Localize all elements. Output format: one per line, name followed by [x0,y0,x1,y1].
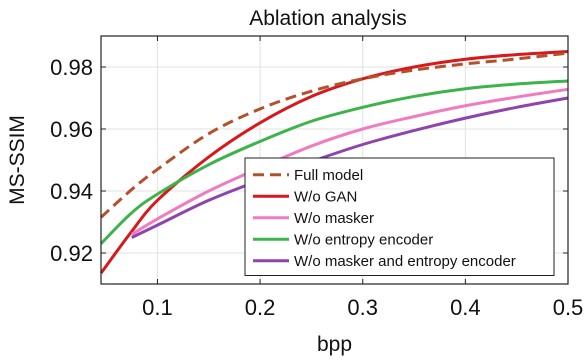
plot-frame [100,35,569,285]
y-tick-label: 0.92 [50,241,93,266]
chart-title: Ablation analysis [249,7,407,30]
y-axis-label: MS-SSIM [6,115,29,205]
legend-box [244,157,555,276]
x-tick-label: 0.1 [142,295,173,320]
x-axis-label: bpp [317,333,352,356]
legend-label-w-o-entropy-encoder: W/o entropy encoder [294,231,433,248]
x-tick-label: 0.2 [245,295,276,320]
legend-label-w-o-masker: W/o masker [294,210,374,227]
x-tick-label: 0.4 [450,295,481,320]
series-line-full-model [99,51,569,219]
series-line-w-o-entropy-encoder [99,79,569,245]
legend: Full model W/o GAN W/o masker W/o entropy e… [244,157,555,276]
legend-label-w-o-gan: W/o GAN [294,188,357,205]
series-lines [99,50,569,275]
series-line-w-o-gan [99,50,569,275]
x-tick-label: 0.5 [553,295,584,320]
x-tick-label: 0.3 [347,295,378,320]
series-line-w-o-masker-and-entropy-encoder [131,96,569,239]
y-tick-label: 0.98 [50,55,93,80]
y-tick-label: 0.96 [50,117,93,142]
y-tick-label: 0.94 [50,179,93,204]
legend-label-full-model: Full model [294,167,363,184]
axis-ticks: 0.1 0.2 0.3 0.4 0.5 0.92 0.94 0.96 0.98 [50,36,583,320]
legend-label-w-o-masker-and-entropy-encoder: W/o masker and entropy encoder [294,253,516,270]
series-line-w-o-masker [131,87,569,236]
